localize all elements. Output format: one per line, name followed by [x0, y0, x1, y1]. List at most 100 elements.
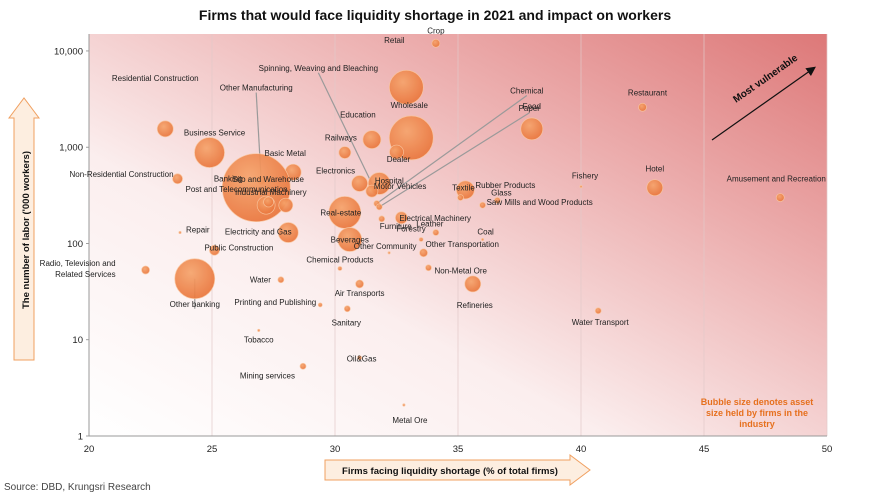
bubble-point: [194, 137, 225, 168]
bubble-point: [646, 179, 664, 197]
chart-title: Firms that would face liquidity shortage…: [198, 7, 672, 23]
bubble-label: Saw Mills and Wood Products: [487, 198, 593, 207]
y-axis-label: The number of labor ('000 workers): [21, 151, 32, 309]
bubble-point: [156, 120, 174, 138]
bubble-label: Chemical: [510, 87, 544, 96]
bubble-point: [277, 222, 299, 243]
bubble-label: Dealer: [387, 155, 411, 164]
y-tick-label: 1,000: [59, 143, 83, 154]
bubble-label: Tobacco: [244, 335, 274, 344]
x-axis-label: Firms facing liquidity shortage (% of to…: [342, 466, 558, 477]
bubble-label: Non-Residential Construction: [69, 170, 173, 179]
bubble-point: [579, 185, 583, 189]
bubbles: [141, 38, 785, 407]
bubble-point: [277, 276, 285, 284]
bubble-point: [431, 38, 441, 48]
x-tick-label: 50: [822, 444, 833, 455]
x-tick-label: 40: [576, 444, 587, 455]
bubble-label: Industrial Machinery: [235, 188, 307, 197]
bubble-label: Motor Vehicles: [374, 182, 426, 191]
bubble-label: Electronics: [316, 166, 355, 175]
bubble-label: Coal: [477, 227, 494, 236]
x-tick-label: 30: [330, 444, 341, 455]
bubble-point: [257, 328, 261, 332]
x-tick-label: 20: [84, 444, 95, 455]
bubble-point: [362, 130, 382, 149]
bubble-label: Food: [523, 102, 541, 111]
bubble-point: [418, 237, 424, 242]
bubble-point: [378, 215, 386, 223]
bubble-labels: Crop Spinning, Weaving and Bleaching Retai…: [40, 26, 826, 425]
bubble-label: Metal Ore: [392, 416, 428, 425]
bubble-label: Leather: [416, 220, 443, 229]
y-tick-label: 10,000: [54, 46, 83, 57]
bubble-label: Other banking: [170, 300, 220, 309]
bubble-label: Education: [340, 111, 376, 120]
bubble-point: [594, 307, 602, 315]
bubble-point: [263, 196, 274, 208]
bubble-point: [174, 258, 216, 300]
x-axis-label-arrow: Firms facing liquidity shortage (% of to…: [324, 454, 591, 486]
bubble-label: Amusement and Recreation: [727, 175, 826, 184]
bubble-point: [278, 197, 294, 213]
bubble-point: [317, 302, 323, 308]
source-note: Source: DBD, Krungsri Research: [4, 482, 151, 493]
bubble-point: [419, 248, 428, 258]
bubble-label: Printing and Publishing: [234, 298, 316, 307]
bubble-label: Other Manufacturing: [220, 84, 293, 93]
bubble-point: [494, 197, 501, 204]
bubble-label: Beverages: [331, 235, 369, 244]
bubble-label: Basic Metal: [265, 149, 307, 158]
bubble-label: Other Community: [354, 242, 417, 251]
y-tick-label: 1: [78, 432, 83, 443]
bubble-label: Hospital: [375, 176, 404, 185]
leader-line: [378, 112, 530, 208]
bubble-point: [337, 227, 363, 252]
y-tick-label: 100: [67, 239, 83, 250]
bubble-point: [357, 355, 362, 361]
bubble-label: Repair: [186, 226, 210, 235]
bubble-label: Radio, Television and Related Services: [40, 259, 116, 279]
bubble-label: Furniture: [380, 222, 413, 231]
bubble-point: [387, 251, 391, 255]
bubble-label: Water: [250, 276, 271, 285]
bubble-label: Glass: [491, 188, 511, 197]
bubble-label: Public Construction: [204, 243, 273, 252]
bubble-label: Residential Construction: [112, 74, 199, 83]
bubble-point: [388, 69, 424, 105]
bubble-point: [638, 102, 647, 112]
axes: 20 25 30 35 40 45 50 1 10 100 1,000 10,000: [54, 34, 832, 455]
bubble-label: Chemical Products: [306, 255, 373, 264]
bubble-label: Restaurant: [628, 88, 668, 97]
bubble-point: [351, 175, 368, 192]
bubble-label: Rubber Products: [475, 181, 535, 190]
bubble-point: [432, 229, 440, 236]
bubble-size-note: Bubble size denotes asset size held by fi…: [701, 397, 814, 429]
bubble-label: Business Service: [184, 129, 246, 138]
leader-line: [376, 95, 528, 205]
bubble-label: Paper: [519, 104, 541, 113]
bubble-label: Spinning, Weaving and Bleaching: [259, 64, 379, 73]
bubble-point: [375, 203, 383, 211]
bubble-point: [178, 230, 182, 235]
x-tick-label: 25: [207, 444, 218, 455]
bubble-point: [365, 184, 379, 198]
y-axis-label-arrow: The number of labor ('000 workers): [8, 97, 40, 361]
bubble-label: Silo and Warehouse: [232, 175, 304, 184]
x-tick-label: 35: [453, 444, 464, 455]
bubble-point: [337, 266, 343, 271]
y-tick-label: 10: [72, 335, 83, 346]
bubble-point: [299, 362, 307, 370]
bubble-label: Post and Telecommunication: [186, 185, 288, 194]
bubble-label: Water Transport: [572, 318, 630, 327]
bubble-label: Hotel: [645, 165, 664, 174]
x-tick-label: 45: [699, 444, 710, 455]
bubble-label: Sanitary: [332, 319, 361, 328]
bubble-point: [338, 146, 352, 159]
bubble-point: [355, 279, 364, 289]
bubble-point: [457, 194, 464, 201]
bubble-label: Refineries: [457, 301, 493, 310]
bubble-point: [481, 237, 485, 242]
bubble-label: Textile: [452, 184, 475, 193]
